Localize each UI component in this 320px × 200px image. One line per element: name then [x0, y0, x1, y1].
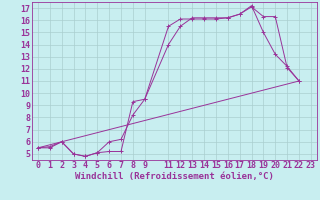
X-axis label: Windchill (Refroidissement éolien,°C): Windchill (Refroidissement éolien,°C) [75, 172, 274, 181]
